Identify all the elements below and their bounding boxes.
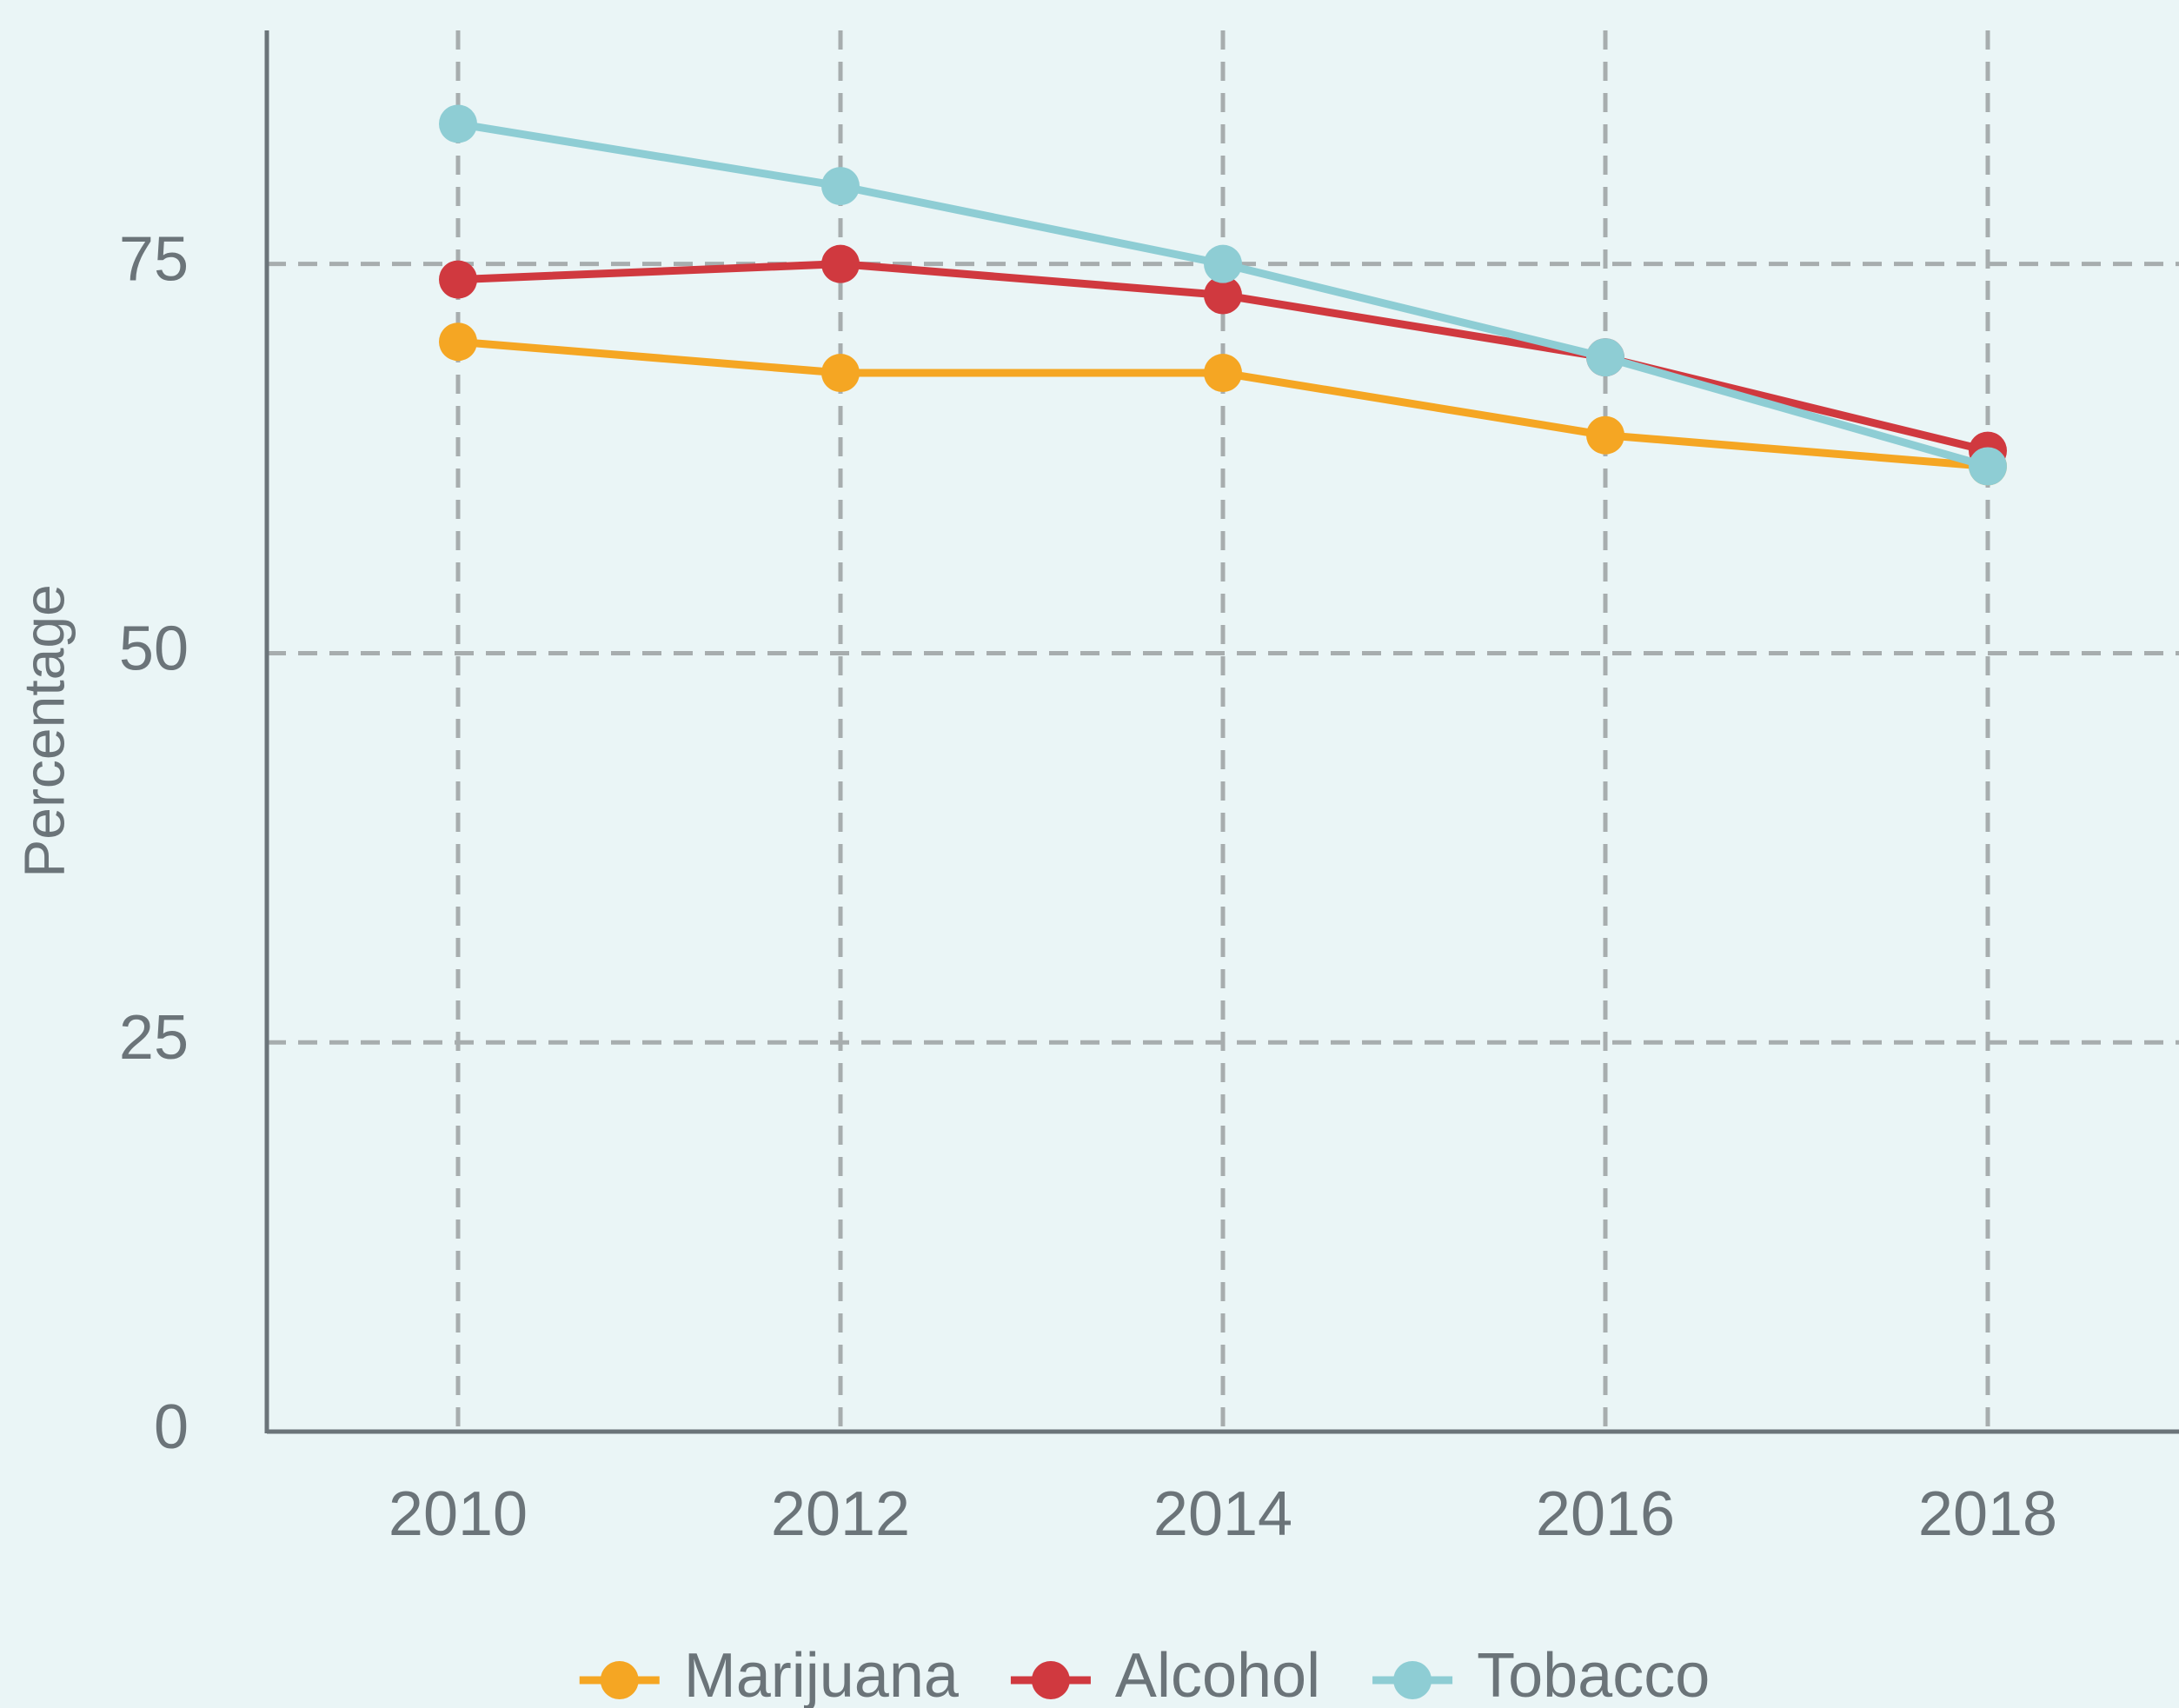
legend-item: Marijuana [579,1641,960,1708]
y-tick-label: 75 [119,225,189,295]
data-point [821,167,860,206]
legend-label: Marijuana [684,1641,960,1708]
data-point [1586,338,1624,377]
data-point [821,244,860,283]
legend-label: Alcohol [1115,1641,1320,1708]
y-axis-label: Percentage [11,584,76,878]
x-tick-label: 2014 [1153,1479,1292,1549]
legend: Marijuana Alcohol Tobacco [579,1641,1710,1708]
data-point [439,260,477,299]
y-tick-label: 25 [119,1003,189,1073]
data-point [1586,415,1624,455]
legend-item: Alcohol [1010,1641,1320,1708]
data-point [439,104,477,143]
data-point [439,322,477,362]
x-tick-label: 2018 [1918,1479,2057,1549]
data-point [1204,276,1242,315]
x-tick-label: 2010 [389,1479,528,1549]
y-tick-label: 50 [119,614,189,683]
legend-marker [1393,1661,1432,1699]
x-tick-label: 2016 [1536,1479,1675,1549]
legend-marker [1031,1661,1070,1699]
x-tick-label: 2012 [771,1479,910,1549]
data-point [1204,354,1242,393]
legend-item: Tobacco [1372,1641,1710,1708]
data-point [1969,447,2007,486]
y-tick-label: 0 [154,1392,189,1462]
data-point [821,354,860,393]
legend-marker [600,1661,639,1699]
legend-label: Tobacco [1477,1641,1710,1708]
data-point [1204,244,1242,283]
